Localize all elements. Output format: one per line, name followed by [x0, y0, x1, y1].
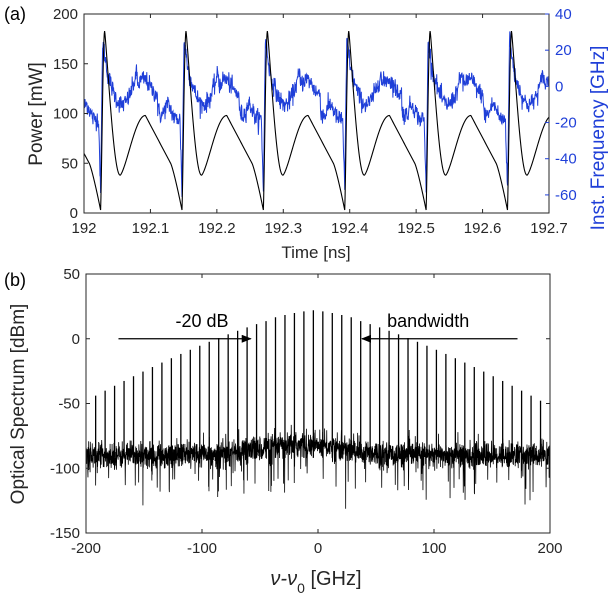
panel-b-x-label-unit: [GHz]	[305, 568, 362, 590]
panel-a-x-label: Time [ns]	[281, 243, 350, 262]
x-tick-label: 192.3	[265, 220, 303, 237]
panel-a-x-ticks: 192 192.1 192.2 192.3 192.4 192.5 192.6 192.7	[71, 14, 568, 237]
y-right-tick-label: 0	[555, 78, 563, 95]
y-tick-label: -150	[50, 525, 80, 542]
x-tick-label: 192.7	[530, 220, 568, 237]
x-tick-label: 192.1	[132, 220, 170, 237]
y-right-tick-label: -40	[555, 151, 577, 168]
panel-a-y-right-label: Inst. Frequency [GHz]	[588, 46, 608, 231]
x-tick-label: 192	[71, 220, 96, 237]
x-tick-label: -200	[71, 540, 101, 557]
y-tick-label: 0	[72, 331, 80, 348]
panel-b-traces	[85, 310, 551, 509]
panel-b-x-label-sub: 0	[297, 580, 305, 596]
panel-b-x-label-main: ν-ν	[270, 568, 297, 590]
panel-a-y-left-ticks: 0 50 100 150 200	[53, 6, 88, 222]
y-left-tick-label: 100	[53, 106, 78, 123]
panel-a-y-right-ticks: -60 -40 -20 0 20 40	[545, 6, 577, 204]
x-tick-label: 0	[314, 540, 322, 557]
y-right-tick-label: 20	[555, 42, 572, 59]
x-tick-label: 100	[421, 540, 446, 557]
panel-b-label: (b)	[4, 270, 26, 290]
y-left-tick-label: 0	[70, 205, 78, 222]
panel-b-frame	[85, 273, 551, 534]
x-tick-label: 192.4	[331, 220, 369, 237]
y-right-tick-label: -20	[555, 115, 577, 132]
y-right-tick-label: -60	[555, 187, 577, 204]
annotation-minus-20db: -20 dB	[175, 311, 228, 331]
panel-b: (b) -200 -100 0 100 200 -150 -100 -50 0 50 -20 d…	[4, 266, 563, 596]
frequency-trace	[83, 31, 550, 198]
panel-b-annotations: -20 dB bandwidth	[118, 311, 518, 343]
y-left-tick-label: 150	[53, 56, 78, 73]
annotation-bandwidth: bandwidth	[387, 311, 469, 331]
panel-a-frame	[83, 13, 550, 214]
y-left-tick-label: 50	[61, 155, 78, 172]
x-tick-label: 192.2	[198, 220, 236, 237]
x-tick-label: -100	[187, 540, 217, 557]
panel-a-label: (a)	[4, 4, 26, 24]
panel-a-traces	[83, 30, 550, 211]
panel-b-x-label: ν-ν0 [GHz]	[270, 568, 361, 596]
panel-b-y-ticks: -150 -100 -50 0 50	[50, 266, 550, 542]
panel-b-y-label: Optical Spectrum [dBm]	[8, 304, 29, 505]
y-left-tick-label: 200	[53, 6, 78, 23]
y-tick-label: -100	[50, 460, 80, 477]
y-right-tick-label: 40	[555, 6, 572, 23]
y-tick-label: 50	[63, 266, 80, 283]
y-tick-label: -50	[58, 396, 80, 413]
x-tick-label: 200	[537, 540, 562, 557]
noise-floor-trace	[85, 424, 551, 509]
x-tick-label: 192.6	[464, 220, 502, 237]
panel-a: (a) 192 192.1 192.2 192.3 192.4 192.5 192.6 192…	[4, 4, 608, 262]
panel-a-y-left-label: Power [mW]	[26, 62, 47, 165]
x-tick-label: 192.5	[397, 220, 435, 237]
panel-b-x-ticks: -200 -100 0 100 200	[71, 274, 563, 557]
power-trace	[83, 30, 550, 211]
